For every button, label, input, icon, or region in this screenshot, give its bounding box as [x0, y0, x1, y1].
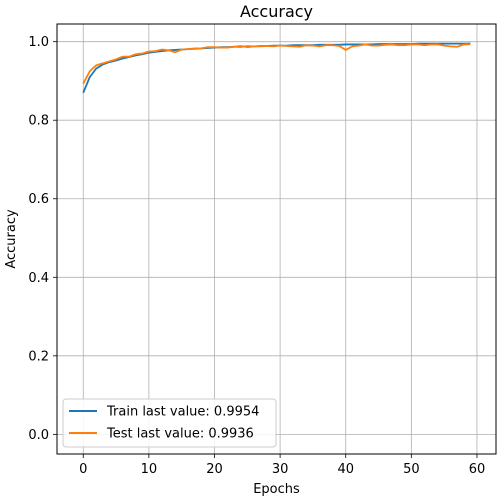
- y-axis-label: Accuracy: [4, 209, 19, 269]
- y-tick-label: 0.6: [28, 192, 49, 207]
- x-tick-label: 50: [403, 462, 420, 477]
- x-tick-label: 30: [272, 462, 289, 477]
- series-line-0: [82, 42, 471, 94]
- x-tick-label: 0: [79, 462, 87, 477]
- x-axis-ticks: 0 10 20 30 40 50 60: [79, 454, 485, 477]
- x-tick-label: 40: [337, 462, 354, 477]
- legend-label-1: Test last value: 0.9936: [106, 427, 254, 442]
- y-tick-label: 0.8: [28, 114, 49, 129]
- chart-title: Accuracy: [240, 2, 313, 21]
- legend-box: [62, 398, 277, 448]
- x-tick-label: 20: [206, 462, 223, 477]
- legend: Train last value: 0.9954 Test last value:…: [62, 398, 277, 448]
- plot-frame: [56, 23, 497, 455]
- x-axis-label: Epochs: [253, 482, 300, 497]
- x-tick-label: 60: [469, 462, 486, 477]
- grid: [57, 24, 496, 454]
- x-tick-label: 10: [141, 462, 158, 477]
- series-lines: [82, 42, 471, 94]
- y-tick-label: 0.4: [28, 271, 49, 286]
- y-tick-label: 1.0: [28, 35, 49, 50]
- series-line-1: [82, 43, 471, 85]
- y-tick-label: 0.2: [28, 349, 49, 364]
- y-tick-label: 0.0: [28, 428, 49, 443]
- y-axis-ticks: 0.0 0.2 0.4 0.6 0.8 1.0: [28, 35, 57, 443]
- legend-label-0: Train last value: 0.9954: [106, 405, 259, 420]
